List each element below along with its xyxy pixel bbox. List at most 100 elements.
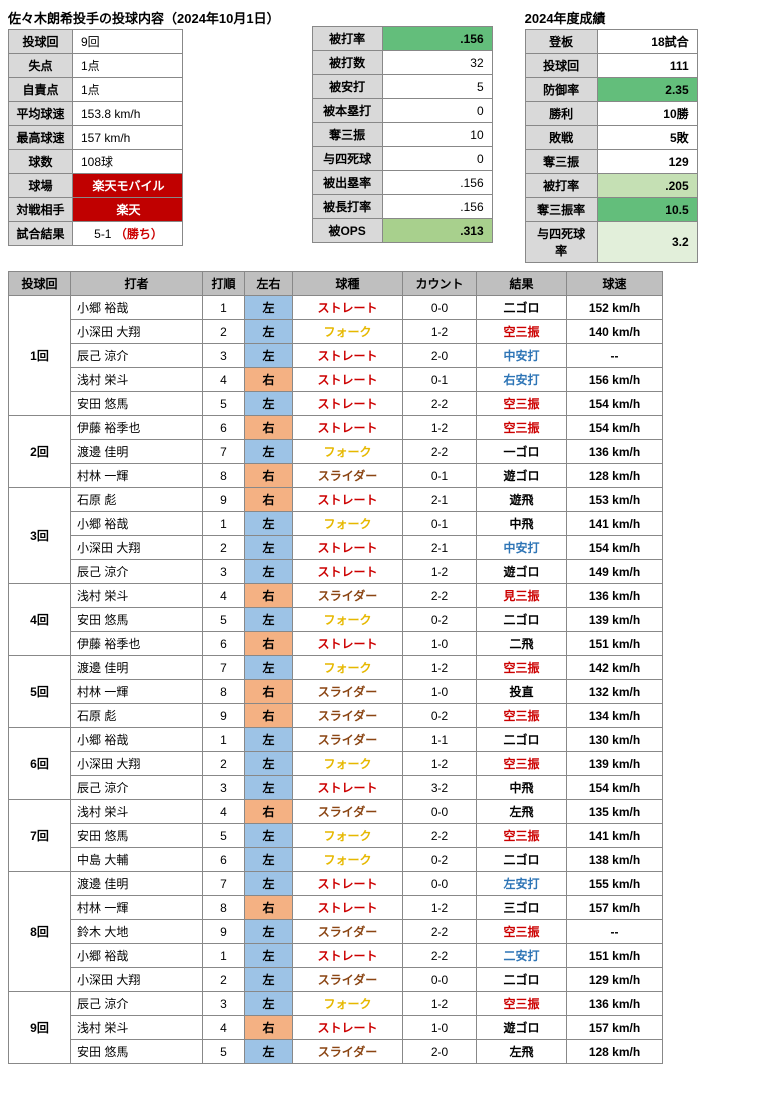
hand-cell: 右: [245, 584, 293, 608]
table-row: 6回小郷 裕哉1左スライダー1-1二ゴロ130 km/h: [9, 728, 663, 752]
pitch-log-table: 投球回打者打順左右球種カウント結果球速 1回小郷 裕哉1左ストレート0-0二ゴロ…: [8, 271, 663, 1064]
velocity-cell: 138 km/h: [567, 848, 663, 872]
order-cell: 5: [203, 824, 245, 848]
batter-cell: 安田 悠馬: [71, 824, 203, 848]
result-cell: 二ゴロ: [477, 968, 567, 992]
batter-cell: 辰己 涼介: [71, 992, 203, 1016]
stat-value: 157 km/h: [73, 126, 183, 150]
batter-cell: 小郷 裕哉: [71, 944, 203, 968]
count-cell: 0-2: [403, 608, 477, 632]
pitch-type-cell: ストレート: [293, 392, 403, 416]
stat-value: 楽天: [73, 198, 183, 222]
stat-key: 被打数: [312, 51, 382, 75]
count-cell: 0-1: [403, 368, 477, 392]
stat-value: 0: [382, 99, 492, 123]
stat-value: .205: [597, 174, 697, 198]
batter-cell: 安田 悠馬: [71, 608, 203, 632]
inning-cell: 9回: [9, 992, 71, 1064]
velocity-cell: 152 km/h: [567, 296, 663, 320]
velocity-cell: 139 km/h: [567, 608, 663, 632]
order-cell: 2: [203, 752, 245, 776]
hand-cell: 左: [245, 944, 293, 968]
stat-value: .156: [382, 27, 492, 51]
batter-cell: 村林 一輝: [71, 896, 203, 920]
count-cell: 0-0: [403, 800, 477, 824]
count-cell: 0-0: [403, 296, 477, 320]
pitch-type-cell: スライダー: [293, 680, 403, 704]
stat-key: 投球回: [9, 30, 73, 54]
count-cell: 1-0: [403, 1016, 477, 1040]
stat-value: 108球: [73, 150, 183, 174]
order-cell: 8: [203, 464, 245, 488]
column-header: 投球回: [9, 272, 71, 296]
table-row: 中島 大輔6左フォーク0-2二ゴロ138 km/h: [9, 848, 663, 872]
count-cell: 0-1: [403, 464, 477, 488]
result-cell: 遊ゴロ: [477, 464, 567, 488]
result-cell: 一ゴロ: [477, 440, 567, 464]
result-cell: 左安打: [477, 872, 567, 896]
result-cell: 空三振: [477, 392, 567, 416]
stat-value: 153.8 km/h: [73, 102, 183, 126]
stat-key: 奪三振: [525, 150, 597, 174]
stat-key: 敗戦: [525, 126, 597, 150]
batter-cell: 小深田 大翔: [71, 320, 203, 344]
table-row: 浅村 栄斗4右ストレート0-1右安打156 km/h: [9, 368, 663, 392]
stat-value: 1点: [73, 78, 183, 102]
velocity-cell: --: [567, 920, 663, 944]
table-row: 平均球速153.8 km/h: [9, 102, 183, 126]
order-cell: 6: [203, 416, 245, 440]
order-cell: 2: [203, 320, 245, 344]
count-cell: 1-2: [403, 656, 477, 680]
column-header: 球種: [293, 272, 403, 296]
count-cell: 1-2: [403, 320, 477, 344]
inning-cell: 6回: [9, 728, 71, 800]
inning-cell: 1回: [9, 296, 71, 416]
table-row: 安田 悠馬5左フォーク2-2空三振141 km/h: [9, 824, 663, 848]
result-cell: 空三振: [477, 416, 567, 440]
table-row: 被安打5: [312, 75, 492, 99]
hand-cell: 左: [245, 296, 293, 320]
stat-value: 10勝: [597, 102, 697, 126]
table-row: 被打数32: [312, 51, 492, 75]
stat-key: 最高球速: [9, 126, 73, 150]
velocity-cell: 128 km/h: [567, 464, 663, 488]
result-cell: 中安打: [477, 344, 567, 368]
hand-cell: 左: [245, 872, 293, 896]
stat-key: 登板: [525, 30, 597, 54]
result-cell: 二ゴロ: [477, 728, 567, 752]
pitch-type-cell: ストレート: [293, 632, 403, 656]
hand-cell: 左: [245, 344, 293, 368]
table-row: 球場楽天モバイル: [9, 174, 183, 198]
velocity-cell: 128 km/h: [567, 1040, 663, 1064]
stat-value: 5敗: [597, 126, 697, 150]
table-row: 球数108球: [9, 150, 183, 174]
result-cell: 空三振: [477, 992, 567, 1016]
batter-cell: 浅村 栄斗: [71, 800, 203, 824]
batter-cell: 鈴木 大地: [71, 920, 203, 944]
count-cell: 2-2: [403, 944, 477, 968]
season-table: 登板18試合投球回111防御率2.35勝利10勝敗戦5敗奪三振129被打率.20…: [525, 29, 698, 263]
order-cell: 7: [203, 440, 245, 464]
result-cell: 二ゴロ: [477, 608, 567, 632]
hand-cell: 左: [245, 320, 293, 344]
stat-value: 5: [382, 75, 492, 99]
inning-cell: 3回: [9, 488, 71, 584]
order-cell: 4: [203, 800, 245, 824]
pitch-type-cell: ストレート: [293, 1016, 403, 1040]
hand-cell: 左: [245, 848, 293, 872]
stat-value: 5-1 （勝ち）: [73, 222, 183, 246]
stat-value: 3.2: [597, 222, 697, 263]
result-cell: 見三振: [477, 584, 567, 608]
hand-cell: 右: [245, 704, 293, 728]
pitch-type-cell: フォーク: [293, 440, 403, 464]
column-header: 結果: [477, 272, 567, 296]
result-cell: 左飛: [477, 800, 567, 824]
order-cell: 7: [203, 656, 245, 680]
table-row: 登板18試合: [525, 30, 697, 54]
table-row: 被長打率.156: [312, 195, 492, 219]
hand-cell: 左: [245, 992, 293, 1016]
result-cell: 三ゴロ: [477, 896, 567, 920]
count-cell: 0-1: [403, 512, 477, 536]
count-cell: 1-0: [403, 632, 477, 656]
order-cell: 3: [203, 776, 245, 800]
